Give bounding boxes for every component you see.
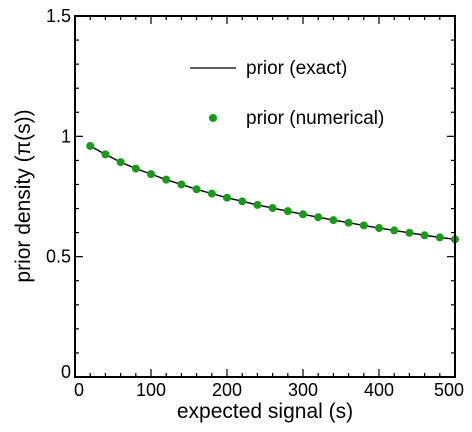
data-point-numerical: [238, 197, 247, 206]
series-line-exact: [89, 145, 456, 241]
data-point-numerical: [390, 226, 399, 235]
data-point-numerical: [283, 207, 292, 216]
legend: prior (exact) prior (numerical): [190, 58, 384, 129]
legend-marker-swatch: [209, 114, 217, 122]
data-point-numerical: [375, 224, 383, 233]
data-point-numerical: [223, 193, 231, 202]
y-tick-label: 0.5: [46, 247, 71, 267]
y-tick-label: 1: [61, 126, 71, 146]
data-point-numerical: [192, 185, 201, 194]
x-tick-label: 300: [288, 380, 318, 400]
data-point-numerical: [86, 141, 95, 150]
x-tick-label: 100: [136, 380, 166, 400]
data-point-numerical: [268, 204, 277, 213]
data-point-numerical: [101, 150, 110, 159]
data-point-numerical: [314, 213, 323, 222]
data-point-numerical: [299, 210, 307, 219]
plot-series: [86, 141, 459, 244]
data-point-numerical: [162, 175, 171, 184]
data-point-numerical: [253, 200, 262, 209]
tick-labels: 0 100 200 300 400 500 0 0.5 1 1.5: [46, 6, 464, 400]
legend-label-exact: prior (exact): [246, 58, 347, 79]
y-axis-label: prior density (π(s)): [12, 109, 35, 282]
x-axis-label: expected signal (s): [177, 400, 353, 423]
data-point-numerical: [147, 170, 155, 179]
data-point-numerical: [329, 216, 338, 225]
x-tick-label: 400: [364, 380, 394, 400]
plot-frame: [74, 15, 456, 378]
data-point-numerical: [116, 158, 125, 167]
data-point-numerical: [420, 231, 429, 240]
data-point-numerical: [207, 189, 216, 198]
x-tick-label: 0: [74, 380, 84, 400]
data-point-numerical: [405, 228, 414, 237]
y-tick-label: 1.5: [46, 6, 71, 26]
y-tick-label: 0: [61, 362, 71, 382]
data-point-numerical: [177, 180, 186, 189]
legend-label-numerical: prior (numerical): [246, 108, 384, 129]
x-tick-label: 200: [212, 380, 242, 400]
data-point-numerical: [344, 218, 353, 227]
data-point-numerical: [131, 164, 140, 173]
data-point-numerical: [435, 233, 444, 242]
x-tick-label: 500: [434, 380, 464, 400]
data-point-numerical: [359, 221, 368, 230]
